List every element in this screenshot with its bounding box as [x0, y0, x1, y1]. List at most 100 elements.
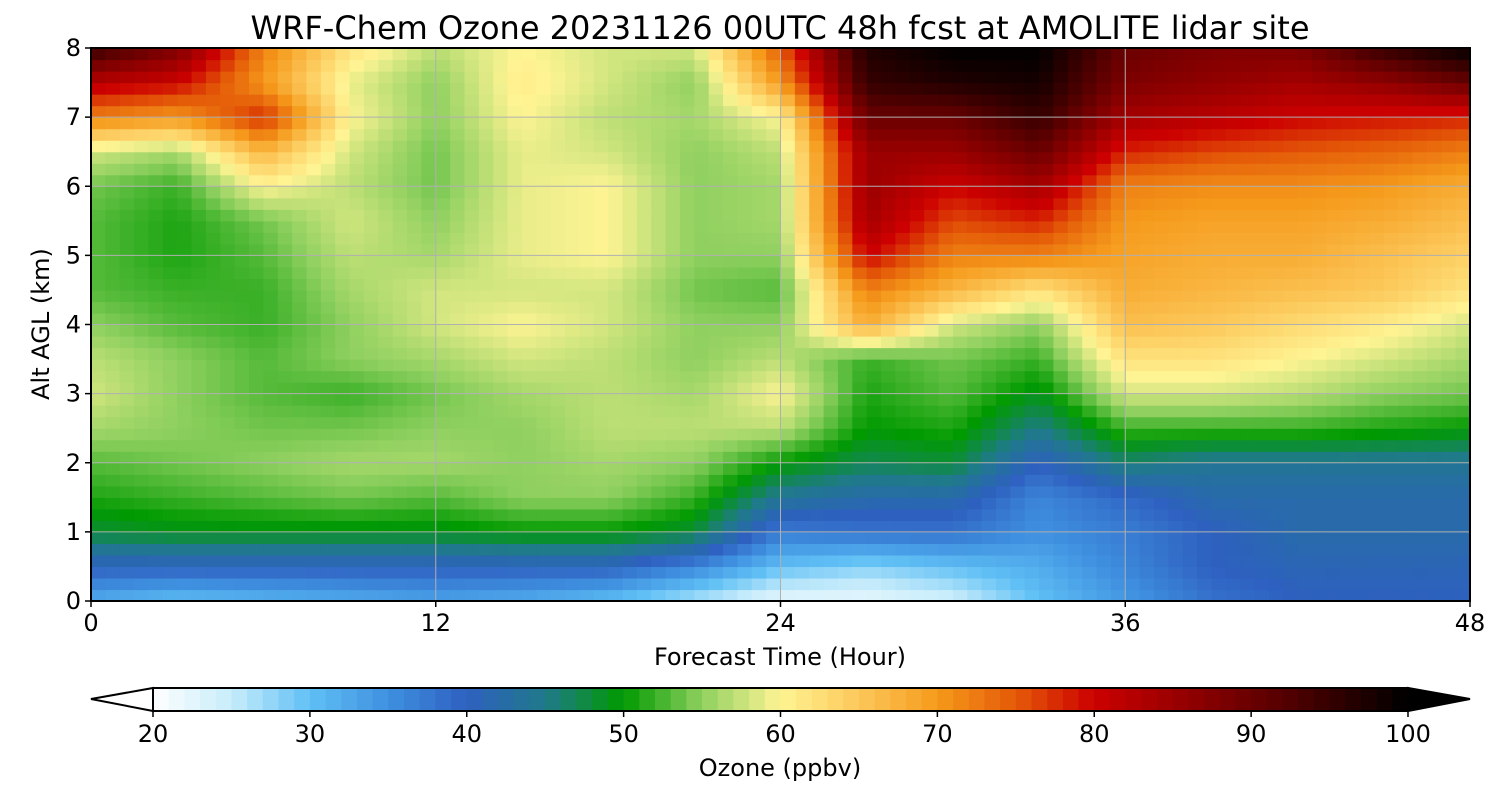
heatmap-cell [952, 370, 968, 383]
heatmap-cell [1024, 48, 1040, 61]
heatmap-cell [1412, 71, 1428, 84]
heatmap-cell [1398, 255, 1414, 268]
heatmap-cell [636, 543, 652, 556]
heatmap-cell [1254, 312, 1270, 326]
heatmap-cell [723, 347, 738, 360]
heatmap-cell [981, 485, 997, 498]
heatmap-cell [105, 301, 121, 314]
heatmap-cell [723, 82, 738, 95]
colorbar-cell [200, 688, 217, 711]
heatmap-cell [737, 451, 753, 464]
colorbar-cell [937, 688, 954, 711]
heatmap-cell [363, 255, 379, 268]
heatmap-cell [220, 255, 236, 268]
heatmap-cell [579, 520, 595, 533]
heatmap-cell [924, 301, 940, 314]
heatmap-cell [507, 543, 523, 556]
heatmap-cell [450, 405, 466, 418]
heatmap-cell [881, 359, 897, 372]
heatmap-cell [1067, 174, 1083, 187]
heatmap-cell [1283, 531, 1299, 544]
heatmap-cell [1010, 266, 1026, 280]
heatmap-cell [1039, 347, 1055, 360]
heatmap-cell [809, 474, 825, 487]
heatmap-cell [794, 48, 810, 61]
heatmap-cell [866, 359, 882, 372]
heatmap-cell [349, 71, 365, 84]
heatmap-cell [1153, 577, 1169, 591]
heatmap-cell [335, 324, 351, 337]
heatmap-cell [191, 186, 207, 199]
heatmap-cell [306, 174, 322, 187]
heatmap-cell [1110, 439, 1126, 452]
heatmap-cell [1096, 266, 1112, 280]
heatmap-cell [277, 255, 293, 268]
heatmap-cell [1254, 451, 1270, 464]
heatmap-cell [1225, 174, 1241, 187]
heatmap-cell [478, 94, 494, 107]
x-axis-label: Forecast Time (Hour) [654, 643, 906, 671]
heatmap-cell [1225, 554, 1241, 568]
heatmap-cell [1182, 243, 1198, 256]
heatmap-cell [837, 520, 853, 533]
heatmap-cell [220, 209, 236, 222]
heatmap-cell [1426, 451, 1442, 464]
heatmap-cell [306, 232, 322, 245]
heatmap-cell [1168, 128, 1184, 141]
heatmap-cell [450, 566, 466, 579]
colorbar-cell [309, 688, 327, 711]
heatmap-cell [1053, 497, 1069, 510]
heatmap-cell [1441, 186, 1457, 199]
colorbar-cell [482, 688, 499, 711]
heatmap-cell [1383, 209, 1399, 222]
heatmap-cell [895, 151, 911, 164]
heatmap-cell [1369, 554, 1385, 568]
heatmap-cell [1254, 301, 1270, 314]
heatmap-cell [1297, 520, 1313, 533]
heatmap-cell [1426, 71, 1442, 84]
heatmap-cell [967, 508, 983, 521]
heatmap-cell [636, 336, 652, 349]
heatmap-cell [421, 577, 437, 591]
heatmap-cell [1039, 48, 1055, 61]
heatmap-cell [191, 543, 207, 556]
heatmap-cell [392, 393, 408, 406]
heatmap-cell [1110, 428, 1126, 441]
heatmap-cell [177, 151, 193, 164]
heatmap-cell [1024, 382, 1040, 395]
heatmap-cell [134, 497, 150, 510]
heatmap-cell [277, 566, 293, 579]
heatmap-cell [1455, 485, 1470, 498]
heatmap-cell [191, 71, 207, 84]
heatmap-cell [550, 105, 566, 118]
heatmap-cell [1067, 105, 1083, 118]
heatmap-cell [1398, 232, 1414, 245]
heatmap-cell [694, 220, 710, 233]
heatmap-cell [1197, 232, 1213, 245]
heatmap-cell [1153, 163, 1169, 176]
heatmap-cell [320, 255, 336, 268]
heatmap-cell [1240, 566, 1256, 579]
heatmap-cell [1139, 508, 1155, 521]
heatmap-cell [1024, 105, 1040, 118]
heatmap-cell [349, 508, 365, 521]
heatmap-cell [780, 416, 796, 429]
heatmap-cell [320, 439, 336, 452]
heatmap-cell [91, 554, 106, 568]
heatmap-cell [924, 566, 940, 579]
heatmap-cell [306, 347, 322, 360]
heatmap-cell [306, 59, 322, 72]
heatmap-cell [1139, 554, 1155, 568]
heatmap-cell [679, 94, 695, 107]
heatmap-cell [1283, 94, 1299, 107]
heatmap-cell [234, 416, 250, 429]
heatmap-cell [162, 301, 178, 314]
heatmap-cell [679, 117, 695, 130]
heatmap-cell [220, 232, 236, 245]
heatmap-cell [737, 416, 753, 429]
heatmap-cell [1311, 94, 1327, 107]
heatmap-cell [1369, 289, 1385, 303]
heatmap-cell [378, 577, 394, 591]
heatmap-cell [1398, 554, 1414, 568]
heatmap-cell [751, 474, 767, 487]
